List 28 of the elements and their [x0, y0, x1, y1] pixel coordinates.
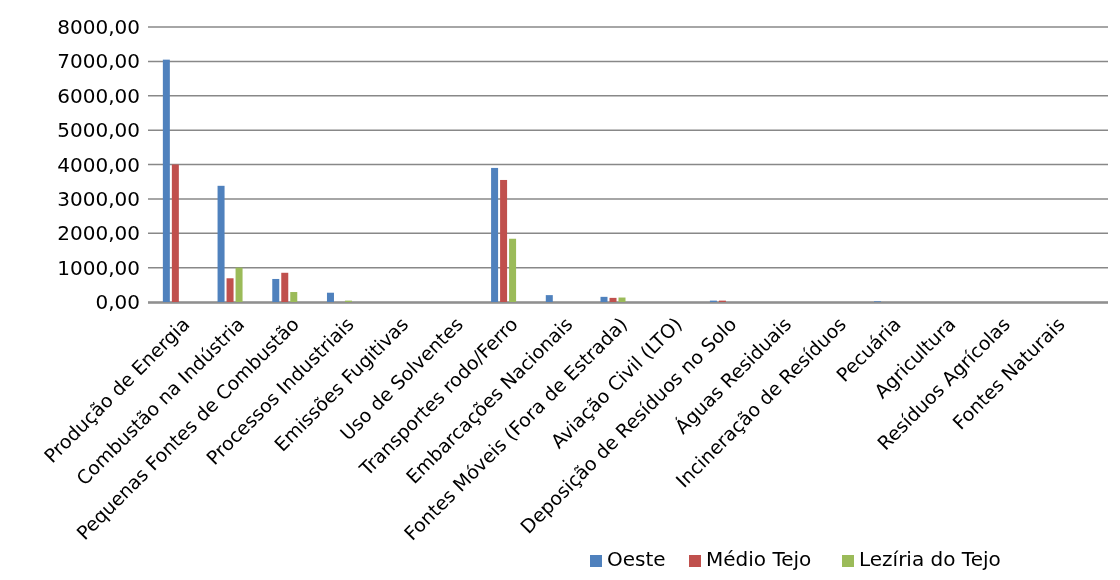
bar: [290, 292, 298, 302]
bar: [235, 267, 243, 302]
y-tick-label: 4000,00: [57, 152, 140, 177]
y-tick-label: 0,00: [95, 290, 140, 314]
bar: [545, 295, 553, 302]
bar: [281, 272, 289, 302]
bar: [491, 167, 499, 302]
y-tick-label: 1000,00: [57, 255, 140, 280]
bar: [618, 297, 626, 302]
bar: [217, 185, 225, 302]
bar: [272, 278, 280, 302]
y-tick-label: 3000,00: [57, 186, 140, 211]
legend-label: Oeste: [607, 547, 666, 571]
bar: [609, 297, 617, 302]
bar: [500, 179, 508, 302]
bar: [326, 292, 334, 302]
y-tick-label: 5000,00: [57, 118, 140, 143]
bar: [162, 59, 170, 302]
bar: [509, 238, 517, 302]
bar: [226, 278, 234, 302]
legend-label: Médio Tejo: [706, 547, 812, 571]
bar: [600, 296, 608, 302]
legend-label: Lezíria do Tejo: [859, 547, 1001, 571]
y-tick-label: 6000,00: [57, 83, 140, 108]
y-tick-label: 8000,00: [57, 15, 140, 39]
y-tick-label: 7000,00: [57, 49, 140, 74]
bar: [171, 164, 179, 302]
y-tick-label: 2000,00: [57, 221, 140, 246]
